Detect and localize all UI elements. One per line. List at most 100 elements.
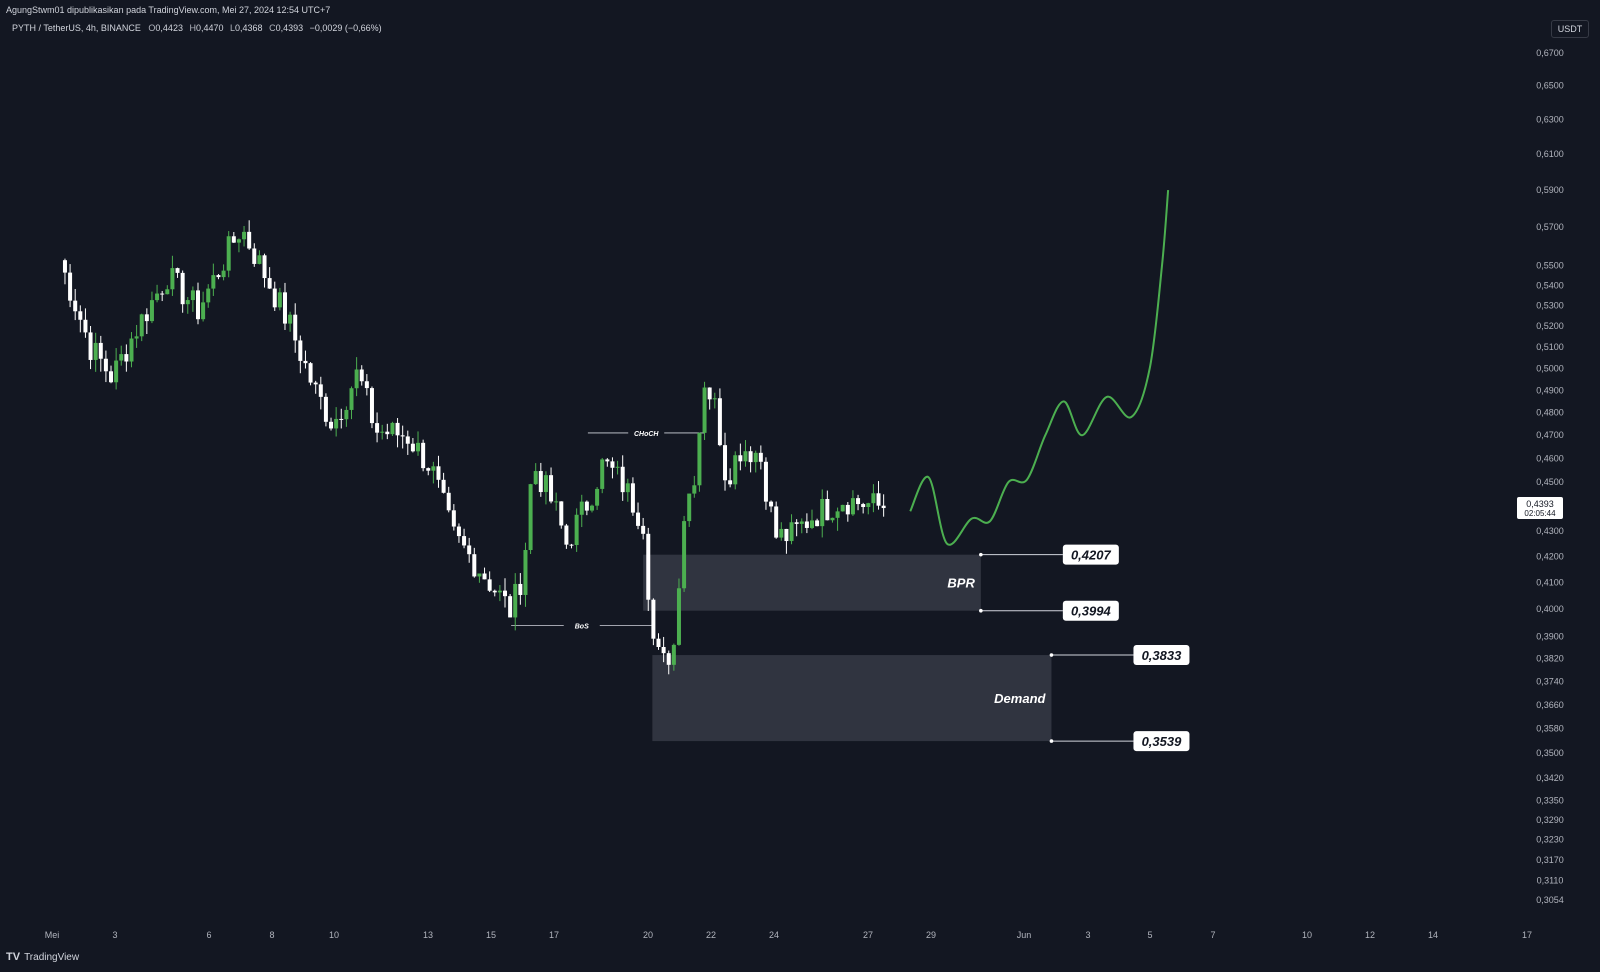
zone-top-price-label: 0,4207 (1071, 548, 1112, 563)
currency-button[interactable]: USDT (1551, 20, 1589, 38)
candle-up (789, 522, 794, 542)
candle-down (98, 342, 103, 359)
candle-down (323, 396, 328, 422)
zone-labels-layer: BPR 0,4207 0,3994 Demand 0,3833 0,3539 (947, 544, 1190, 752)
candle-up (349, 388, 354, 410)
candle-down (426, 468, 431, 471)
zone-bottom-point (1049, 739, 1054, 743)
candle-down (446, 492, 451, 511)
candle-down (395, 422, 400, 436)
candle-up (139, 314, 144, 337)
candle-down (298, 340, 303, 361)
price-tick-label: 0,4600 (1536, 453, 1564, 463)
candle-down (738, 455, 743, 462)
candle-up (170, 268, 175, 290)
symbol-name[interactable]: PYTH / TetherUS, 4h, BINANCE (12, 23, 141, 33)
candle-down (503, 590, 507, 597)
candle-down (313, 382, 318, 385)
price-tick-label: 0,6100 (1536, 149, 1564, 159)
time-tick-label: Mei (45, 930, 60, 940)
candle-up (600, 459, 605, 489)
candle-up (523, 550, 528, 595)
candle-down (605, 459, 610, 462)
symbol-legend: PYTH / TetherUS, 4h, BINANCE O0,4423 H0,… (12, 23, 386, 33)
zone-top-point (1049, 653, 1054, 657)
candle-up (743, 451, 748, 462)
price-tick-label: 0,3820 (1536, 654, 1564, 664)
candle-down (784, 528, 789, 542)
open-label: O (148, 23, 156, 33)
candle-up (733, 455, 738, 485)
price-tick-label: 0,4300 (1536, 526, 1564, 536)
candle-down (804, 521, 809, 528)
candle-down (661, 647, 666, 654)
candle-up (211, 275, 216, 289)
candle-up (543, 475, 548, 493)
price-tick-label: 0,5700 (1536, 222, 1564, 232)
high-value: 0,4470 (195, 23, 224, 33)
time-tick-label: 17 (1522, 930, 1532, 940)
candle-down (62, 260, 67, 273)
zone-top-price-box (1133, 645, 1190, 666)
zone-bottom-price-label: 0,3539 (1142, 734, 1183, 749)
candle-down (410, 443, 415, 452)
candle-down (630, 483, 635, 513)
candle-down (216, 275, 221, 278)
price-tick-label: 0,3500 (1536, 748, 1564, 758)
price-tick-label: 0,3230 (1536, 835, 1564, 845)
zones-layer (643, 554, 1052, 742)
price-tick-label: 0,5000 (1536, 364, 1564, 374)
candle-down (293, 314, 298, 341)
candle-down (88, 332, 93, 360)
candle-down (308, 363, 313, 383)
candle-down (723, 445, 728, 481)
price-tick-label: 0,3740 (1536, 677, 1564, 687)
candle-down (456, 526, 461, 537)
price-tick-label: 0,5300 (1536, 301, 1564, 311)
candle-down (641, 525, 646, 534)
candle-up (221, 270, 226, 278)
price-tick-label: 0,4000 (1536, 604, 1564, 614)
candle-down (175, 268, 180, 273)
candle-up (119, 354, 124, 361)
candle-up (165, 289, 170, 295)
zone-bottom-price-box (1133, 731, 1190, 752)
time-tick-label: 17 (549, 930, 559, 940)
price-tick-label: 0,5500 (1536, 261, 1564, 271)
candle-down (717, 398, 722, 446)
candle-up (779, 528, 784, 538)
candle-up (676, 588, 681, 645)
price-tick-label: 0,3420 (1536, 773, 1564, 783)
time-tick-label: 14 (1428, 930, 1438, 940)
candle-down (375, 423, 380, 433)
time-axis[interactable]: Mei 3 6 8 10 13 15 17 20 22 24 27 29 Jun 3 5 7 10 12 14 17 (45, 930, 1532, 940)
low-label: L (230, 23, 236, 33)
time-tick-label: 12 (1365, 930, 1375, 940)
candle-up (682, 521, 687, 589)
candle-down (272, 288, 277, 308)
price-tick-label: 0,3350 (1536, 795, 1564, 805)
candle-down (467, 545, 472, 555)
price-tick-label: 0,3110 (1537, 875, 1564, 885)
candle-down (815, 520, 820, 527)
candle-down (508, 596, 513, 618)
last-price-box (1517, 497, 1563, 520)
candle-down (103, 358, 108, 372)
price-axis[interactable]: 0,6700 0,6500 0,6300 0,6100 0,5900 0,5700 0,55… (1517, 48, 1564, 905)
candle-down (68, 272, 73, 301)
candle-down (769, 501, 774, 507)
candle-down (339, 418, 344, 420)
candle-down (405, 436, 410, 444)
footer-brand[interactable]: TV TradingView (6, 951, 79, 963)
candle-down (78, 311, 83, 320)
candle-down (707, 387, 712, 400)
candle-up (810, 520, 814, 528)
candle-up (226, 236, 231, 271)
candle-up (579, 501, 584, 515)
candle-down (845, 504, 850, 515)
candle-down (728, 480, 733, 485)
candle-down (651, 599, 656, 639)
price-tick-label: 0,6700 (1536, 48, 1564, 58)
